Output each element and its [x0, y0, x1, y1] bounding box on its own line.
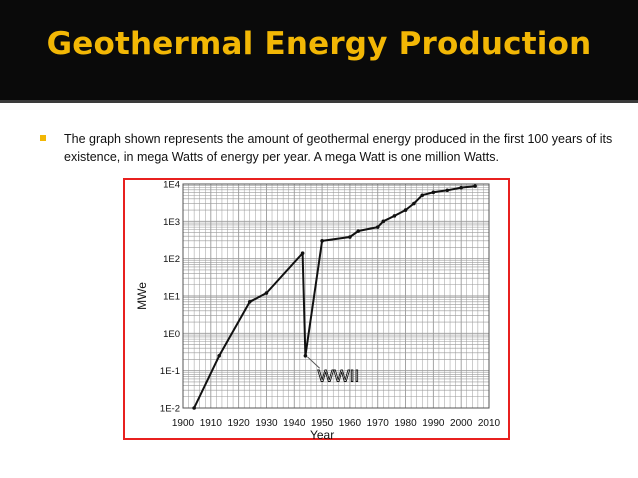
x-tick-label: 1910 [200, 418, 223, 429]
data-point [217, 354, 221, 358]
annotation-leader-line [307, 356, 320, 369]
data-point [375, 225, 380, 229]
data-point [192, 406, 196, 410]
annotations: WWII [307, 356, 360, 386]
data-point [412, 201, 416, 206]
data-point [300, 251, 305, 256]
x-tick-label: 1900 [172, 418, 195, 429]
data-point [320, 239, 324, 243]
y-axis-label: MWe [135, 282, 149, 310]
data-point [348, 235, 352, 239]
data-point [473, 184, 477, 188]
data-point [420, 193, 425, 198]
data-point [247, 299, 252, 304]
data-point [381, 219, 386, 224]
x-tick-label: 1950 [311, 418, 334, 429]
x-tick-label: 1940 [283, 418, 306, 429]
data-point [303, 354, 308, 358]
bullet-text: The graph shown represents the amount of… [64, 132, 613, 164]
data-point [445, 188, 450, 193]
x-tick-label: 1960 [339, 418, 362, 429]
x-tick-label: 1920 [228, 418, 251, 429]
data-series [192, 184, 477, 410]
y-tick-label: 1E1 [163, 292, 180, 303]
title-bar: Geothermal Energy Production [0, 0, 638, 100]
tick-labels: 1900 1910 1920 1930 1940 1950 1960 1970 1980 1990… [135, 180, 501, 443]
x-tick-label: 1990 [422, 418, 445, 429]
data-point [403, 208, 408, 212]
slide-title: Geothermal Energy Production [46, 26, 592, 62]
annotation-label: WWII [318, 366, 360, 385]
x-tick-label: 1980 [394, 418, 417, 429]
y-tick-label: 1E3 [163, 217, 180, 228]
data-point [356, 229, 361, 233]
plot-border [182, 183, 490, 409]
y-tick-label: 1E2 [163, 254, 180, 265]
grid-lines [182, 184, 490, 409]
x-tick-label: 2000 [450, 418, 473, 429]
data-point [431, 190, 436, 195]
y-tick-label: 1E0 [163, 329, 180, 340]
data-point [459, 185, 463, 190]
data-point [392, 214, 397, 218]
axes [182, 183, 490, 409]
x-tick-label: 2010 [478, 418, 501, 429]
y-tick-label: 1E-1 [160, 366, 180, 377]
x-tick-label: 1930 [255, 418, 278, 429]
y-tick-label: 1E-2 [160, 404, 180, 415]
title-underline [0, 100, 638, 103]
data-point [264, 291, 269, 295]
x-tick-label: 1970 [367, 418, 390, 429]
y-tick-label: 1E4 [163, 180, 180, 191]
bullet-square-icon [40, 135, 46, 141]
x-axis-label: Year [310, 428, 334, 442]
